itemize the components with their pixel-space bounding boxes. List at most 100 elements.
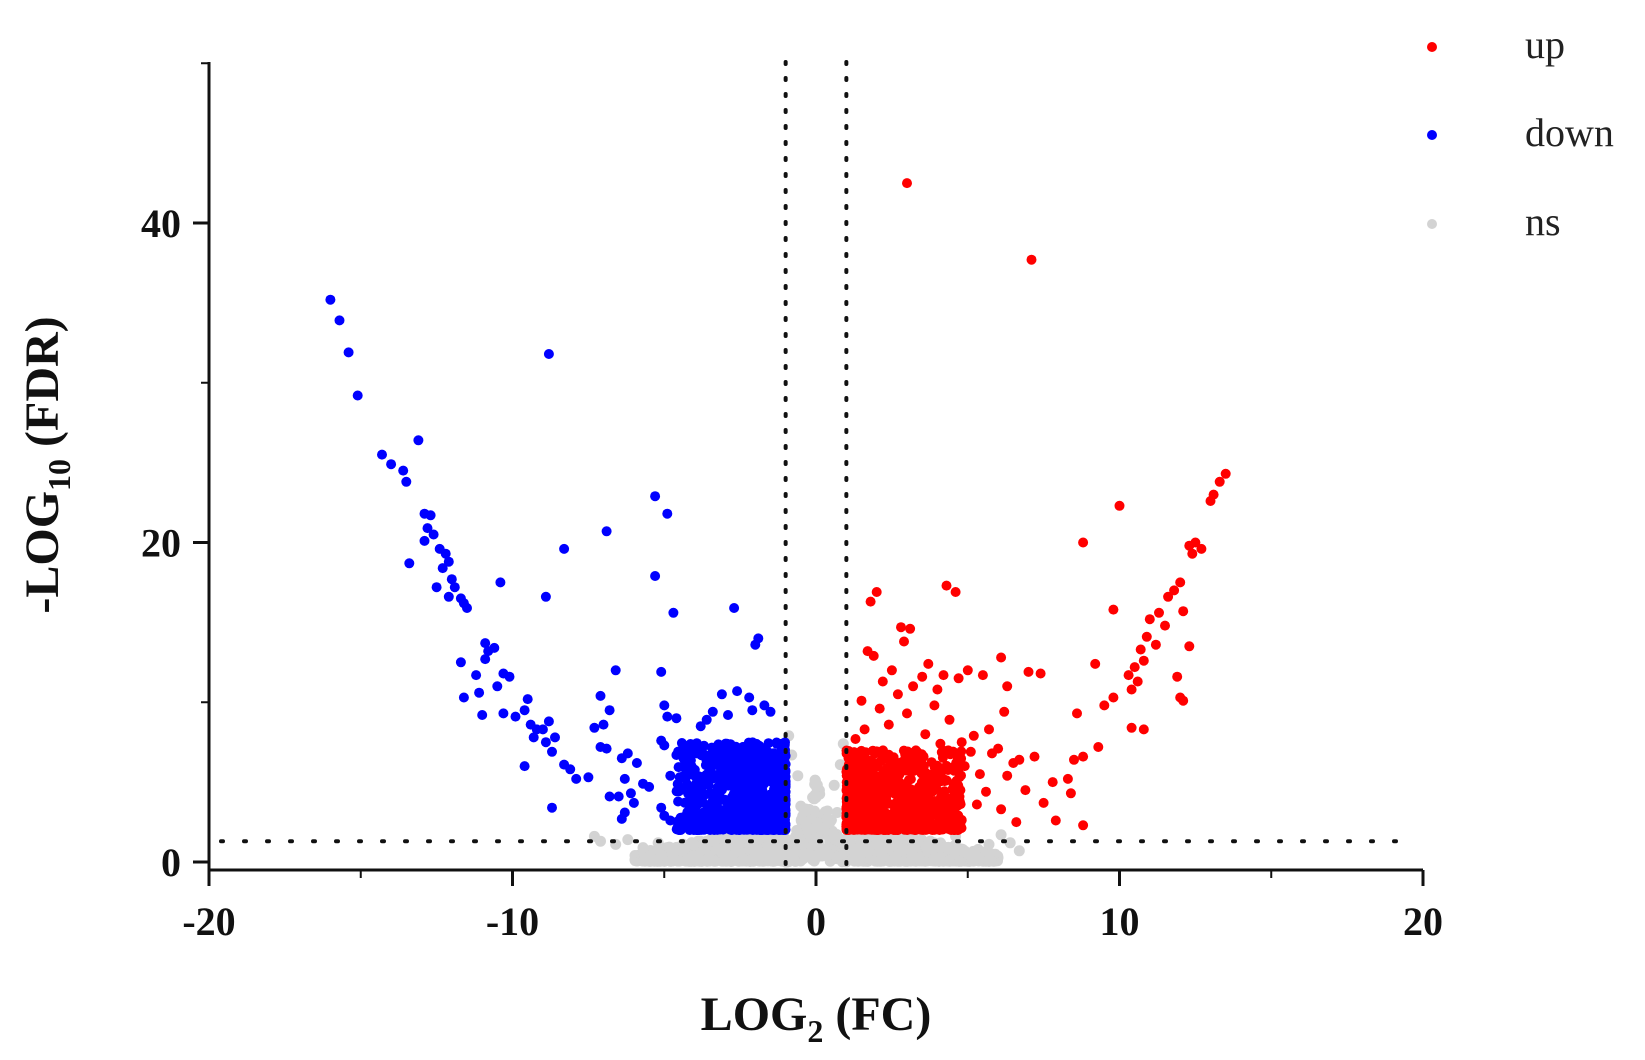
down-point bbox=[443, 591, 454, 602]
down-point bbox=[477, 710, 488, 720]
down-point bbox=[631, 758, 642, 768]
down-point bbox=[699, 740, 709, 751]
up-point bbox=[936, 806, 946, 817]
up-point bbox=[859, 816, 870, 827]
down-point bbox=[705, 788, 716, 799]
down-point bbox=[686, 823, 697, 834]
down-point bbox=[695, 721, 706, 732]
down-point bbox=[540, 737, 551, 748]
down-point bbox=[437, 563, 448, 574]
down-point bbox=[471, 670, 482, 681]
up-point bbox=[1154, 607, 1164, 618]
down-point bbox=[754, 823, 765, 834]
down-point bbox=[650, 491, 661, 502]
up-point bbox=[935, 776, 946, 787]
down-point bbox=[674, 825, 684, 835]
down-point bbox=[765, 706, 776, 717]
up-point bbox=[873, 758, 884, 769]
up-point bbox=[873, 808, 883, 819]
down-point bbox=[428, 529, 439, 540]
ns-point bbox=[942, 841, 954, 853]
y-tick-label: 40 bbox=[141, 201, 181, 246]
ns-point bbox=[874, 854, 886, 866]
up-point bbox=[1050, 815, 1061, 826]
ns-point bbox=[622, 834, 634, 846]
up-point bbox=[864, 762, 875, 773]
down-point bbox=[498, 708, 509, 719]
up-point bbox=[865, 596, 876, 607]
down-point bbox=[747, 737, 758, 748]
up-point bbox=[1205, 496, 1216, 506]
ns-point bbox=[744, 843, 756, 855]
up-point bbox=[1099, 700, 1110, 711]
down-point bbox=[689, 807, 700, 818]
down-point bbox=[722, 768, 733, 779]
ns-point bbox=[831, 807, 843, 818]
ns-point bbox=[1004, 837, 1016, 849]
legend-label-ns: ns bbox=[1525, 199, 1561, 244]
up-point bbox=[923, 777, 933, 788]
up-point bbox=[999, 706, 1010, 717]
up-point bbox=[1184, 641, 1195, 652]
up-point bbox=[955, 818, 966, 829]
down-point bbox=[628, 797, 639, 808]
down-point bbox=[707, 796, 718, 807]
down-point bbox=[595, 690, 606, 701]
down-point bbox=[705, 810, 715, 821]
up-point bbox=[901, 797, 912, 808]
down-point bbox=[662, 508, 673, 519]
up-point bbox=[1093, 742, 1104, 752]
up-point bbox=[974, 769, 985, 780]
legend-marker-down bbox=[1427, 130, 1437, 140]
up-point bbox=[1126, 684, 1137, 695]
down-point bbox=[725, 802, 736, 812]
y-tick-label: 20 bbox=[141, 521, 181, 566]
down-point bbox=[689, 770, 700, 781]
ns-point bbox=[1013, 845, 1025, 857]
up-point bbox=[1035, 668, 1046, 679]
up-point bbox=[1138, 724, 1149, 735]
down-point bbox=[401, 476, 412, 487]
ns-point bbox=[716, 846, 728, 858]
up-point bbox=[923, 658, 934, 669]
x-ticks: -20 -10 0 10 20 bbox=[182, 870, 1443, 944]
up-point bbox=[1163, 591, 1174, 602]
ns-point bbox=[828, 830, 840, 842]
down-point bbox=[343, 347, 354, 358]
up-point bbox=[996, 652, 1007, 663]
up-point bbox=[1008, 758, 1019, 768]
ns-point bbox=[850, 853, 862, 865]
up-point bbox=[1150, 639, 1161, 650]
down-point bbox=[425, 510, 436, 521]
up-point bbox=[956, 737, 967, 748]
ns-point bbox=[656, 849, 668, 861]
down-point bbox=[547, 746, 557, 757]
ns-point bbox=[682, 853, 693, 865]
up-point bbox=[950, 777, 961, 788]
up-point bbox=[916, 768, 927, 779]
down-point bbox=[398, 465, 409, 476]
down-point bbox=[725, 751, 735, 762]
up-point bbox=[1220, 468, 1231, 479]
up-point bbox=[938, 670, 949, 681]
down-point bbox=[707, 706, 718, 717]
down-point bbox=[745, 782, 756, 793]
up-point bbox=[953, 791, 964, 802]
down-points-layer bbox=[325, 294, 791, 835]
up-point bbox=[866, 788, 877, 799]
x-tick-label: 0 bbox=[806, 899, 826, 944]
ns-point bbox=[595, 835, 606, 847]
threshold-lines bbox=[219, 60, 1407, 872]
down-point bbox=[743, 792, 754, 803]
up-point bbox=[865, 810, 876, 821]
ns-point bbox=[812, 851, 824, 862]
up-point bbox=[877, 749, 887, 760]
up-point bbox=[934, 817, 944, 827]
ns-point bbox=[747, 853, 759, 865]
ns-point bbox=[755, 848, 767, 860]
up-point bbox=[899, 636, 909, 647]
y-axis-label-suffix: (FDR) bbox=[16, 316, 69, 459]
down-point bbox=[404, 558, 415, 569]
down-point bbox=[718, 745, 729, 756]
ns-point bbox=[792, 770, 804, 782]
